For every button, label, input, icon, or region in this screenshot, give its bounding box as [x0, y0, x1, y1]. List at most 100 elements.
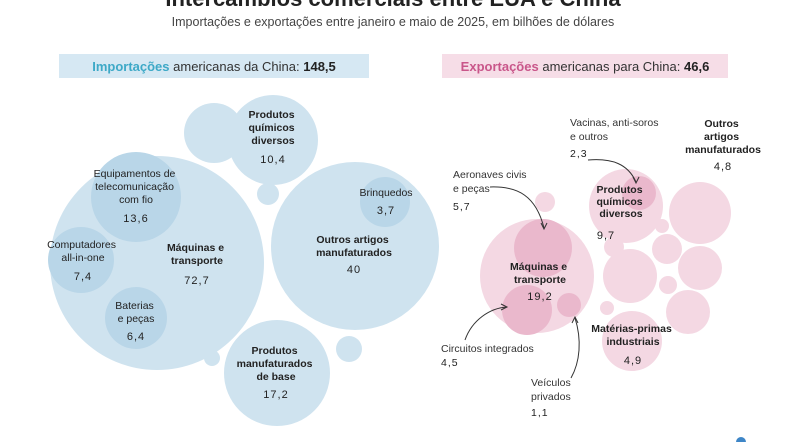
value-computadores: 7,4 [74, 271, 92, 283]
exp-label-maquinas: Máquinas e transporte [510, 261, 570, 286]
label-quimicos-line2: químicos [248, 122, 294, 134]
exports-filler-bubble [600, 301, 614, 315]
value-baterias: 6,4 [127, 331, 145, 343]
exp-label-veiculos: Veículos privados [531, 377, 574, 403]
imports-bubble-outros [271, 162, 439, 330]
exports-filler-bubble [678, 246, 722, 290]
label-maquinas-line1: Máquinas e [167, 242, 224, 254]
exp-label-circuitos: Circuitos integrados [441, 343, 534, 355]
label-outros-line2: manufaturados [316, 247, 392, 259]
label-manuf-line1: Produtos [251, 345, 297, 357]
exp-label-maquinas-line2: transporte [514, 274, 566, 286]
label-baterias: Baterias e peças [115, 300, 156, 325]
chart-title: Intercâmbios comerciais entre EUA e Chin… [165, 0, 621, 11]
label-baterias-line2: e peças [118, 313, 155, 325]
exp-label-maquinas-line1: Máquinas e [510, 261, 567, 273]
exp-value-outros: 4,8 [714, 161, 732, 173]
arrow-veiculos [570, 317, 580, 379]
imports-bubble-baterias [105, 287, 167, 349]
imports-bubble-manufaturados-base [224, 320, 330, 426]
value-brinquedos: 3,7 [377, 205, 395, 217]
label-computadores: Computadores all-in-one [47, 239, 119, 264]
label-brinquedos: Brinquedos [359, 187, 412, 199]
label-outros-line1: Outros artigos [316, 234, 389, 246]
exports-bubble-aeronaves [514, 219, 572, 277]
exp-label-quimicos-line1: Produtos [596, 184, 642, 196]
exports-bubble-materias-primas [602, 311, 662, 371]
imports-header-key: Importações [92, 59, 169, 74]
value-telecom: 13,6 [123, 213, 148, 225]
label-quimicos-line3: diversos [251, 135, 294, 147]
label-manuf-line3: de base [256, 371, 295, 383]
exp-label-materias-line1: Matérias-primas [591, 323, 672, 335]
brand-dot-icon [736, 437, 746, 442]
value-outros: 40 [347, 264, 361, 276]
arrow-veiculos-head [571, 315, 579, 324]
imports-header: Importações americanas da China: 148,5 [92, 59, 336, 74]
arrow-circuitos-head [500, 303, 509, 311]
imports-bubble-brinquedos [360, 177, 410, 227]
exports-header-key: Exportações [461, 59, 539, 74]
imports-filler-bubble [215, 145, 229, 159]
label-manufaturados-base: Produtos manufaturados de base [237, 345, 316, 383]
label-telecom-line2: telecomunicação [95, 181, 174, 193]
exports-filler-bubble [652, 234, 682, 264]
imports-bubble-telecom [91, 152, 181, 242]
imports-filler-bubble [336, 336, 362, 362]
exp-label-quimicos: Produtos químicos diversos [596, 184, 645, 220]
exp-label-outros: Outros artigos manufaturados [685, 118, 761, 156]
imports-filler-bubble [257, 183, 279, 205]
exp-label-veiculos-line2: privados [531, 391, 571, 403]
arrow-aeronaves [489, 186, 545, 229]
imports-header-bg [59, 54, 369, 78]
exp-value-vacinas: 2,3 [570, 148, 588, 160]
label-telecom: Equipamentos de telecomunicação com fio [94, 168, 179, 206]
exp-label-outros-line3: manufaturados [685, 144, 761, 156]
exp-label-outros-line1: Outros [704, 118, 739, 130]
value-quimicos: 10,4 [260, 154, 285, 166]
label-maquinas-line2: transporte [171, 255, 223, 267]
exp-label-materias-line2: industriais [606, 336, 659, 348]
label-computadores-line2: all-in-one [61, 252, 104, 264]
exports-header-text: americanas para China: [542, 59, 680, 74]
exports-filler-bubble [666, 290, 710, 334]
exp-value-materias: 4,9 [624, 355, 642, 367]
label-quimicos-line1: Produtos [248, 109, 294, 121]
exp-label-veiculos-line1: Veículos [531, 377, 571, 389]
exp-value-maquinas: 19,2 [527, 291, 552, 303]
exp-label-quimicos-line3: diversos [599, 208, 642, 220]
imports-header-text: americanas da China: [173, 59, 299, 74]
exp-value-aeronaves: 5,7 [453, 201, 471, 213]
imports-bubble-computadores [48, 227, 114, 293]
exp-value-quimicos: 9,7 [597, 230, 615, 242]
exp-value-veiculos: 1,1 [531, 407, 549, 419]
exports-bubble-group [480, 169, 731, 371]
exports-filler-bubble [535, 192, 555, 212]
exp-label-quimicos-line2: químicos [596, 196, 642, 208]
exports-bubble-veiculos [557, 293, 581, 317]
imports-bubble-group [48, 95, 439, 426]
arrow-vacinas-head [632, 176, 640, 185]
exp-label-aeronaves-line2: e peças [453, 183, 490, 195]
imports-header-total: 148,5 [303, 59, 336, 74]
label-manuf-line2: manufaturados [237, 358, 313, 370]
exp-label-aeronaves: Aeronaves civis e peças [453, 169, 529, 195]
exports-header-total: 46,6 [684, 59, 709, 74]
exports-bubble-vacinas [622, 176, 656, 210]
exports-header-bg [442, 54, 728, 78]
exports-header: Exportações americanas para China: 46,6 [461, 59, 710, 74]
exp-value-circuitos: 4,5 [441, 357, 459, 369]
exports-filler-bubble [603, 249, 657, 303]
exp-label-materias: Matérias-primas industriais [591, 323, 674, 348]
exports-bubble-circuitos [502, 285, 552, 335]
exp-label-aeronaves-line1: Aeronaves civis [453, 169, 527, 181]
label-telecom-line1: Equipamentos de [94, 168, 176, 180]
exports-bubble-outros [669, 182, 731, 244]
exports-filler-bubble [659, 276, 677, 294]
arrow-aeronaves-head [540, 222, 548, 231]
exp-label-outros-line2: artigos [704, 131, 739, 143]
label-baterias-line1: Baterias [115, 300, 154, 312]
label-computadores-line1: Computadores [47, 239, 116, 251]
